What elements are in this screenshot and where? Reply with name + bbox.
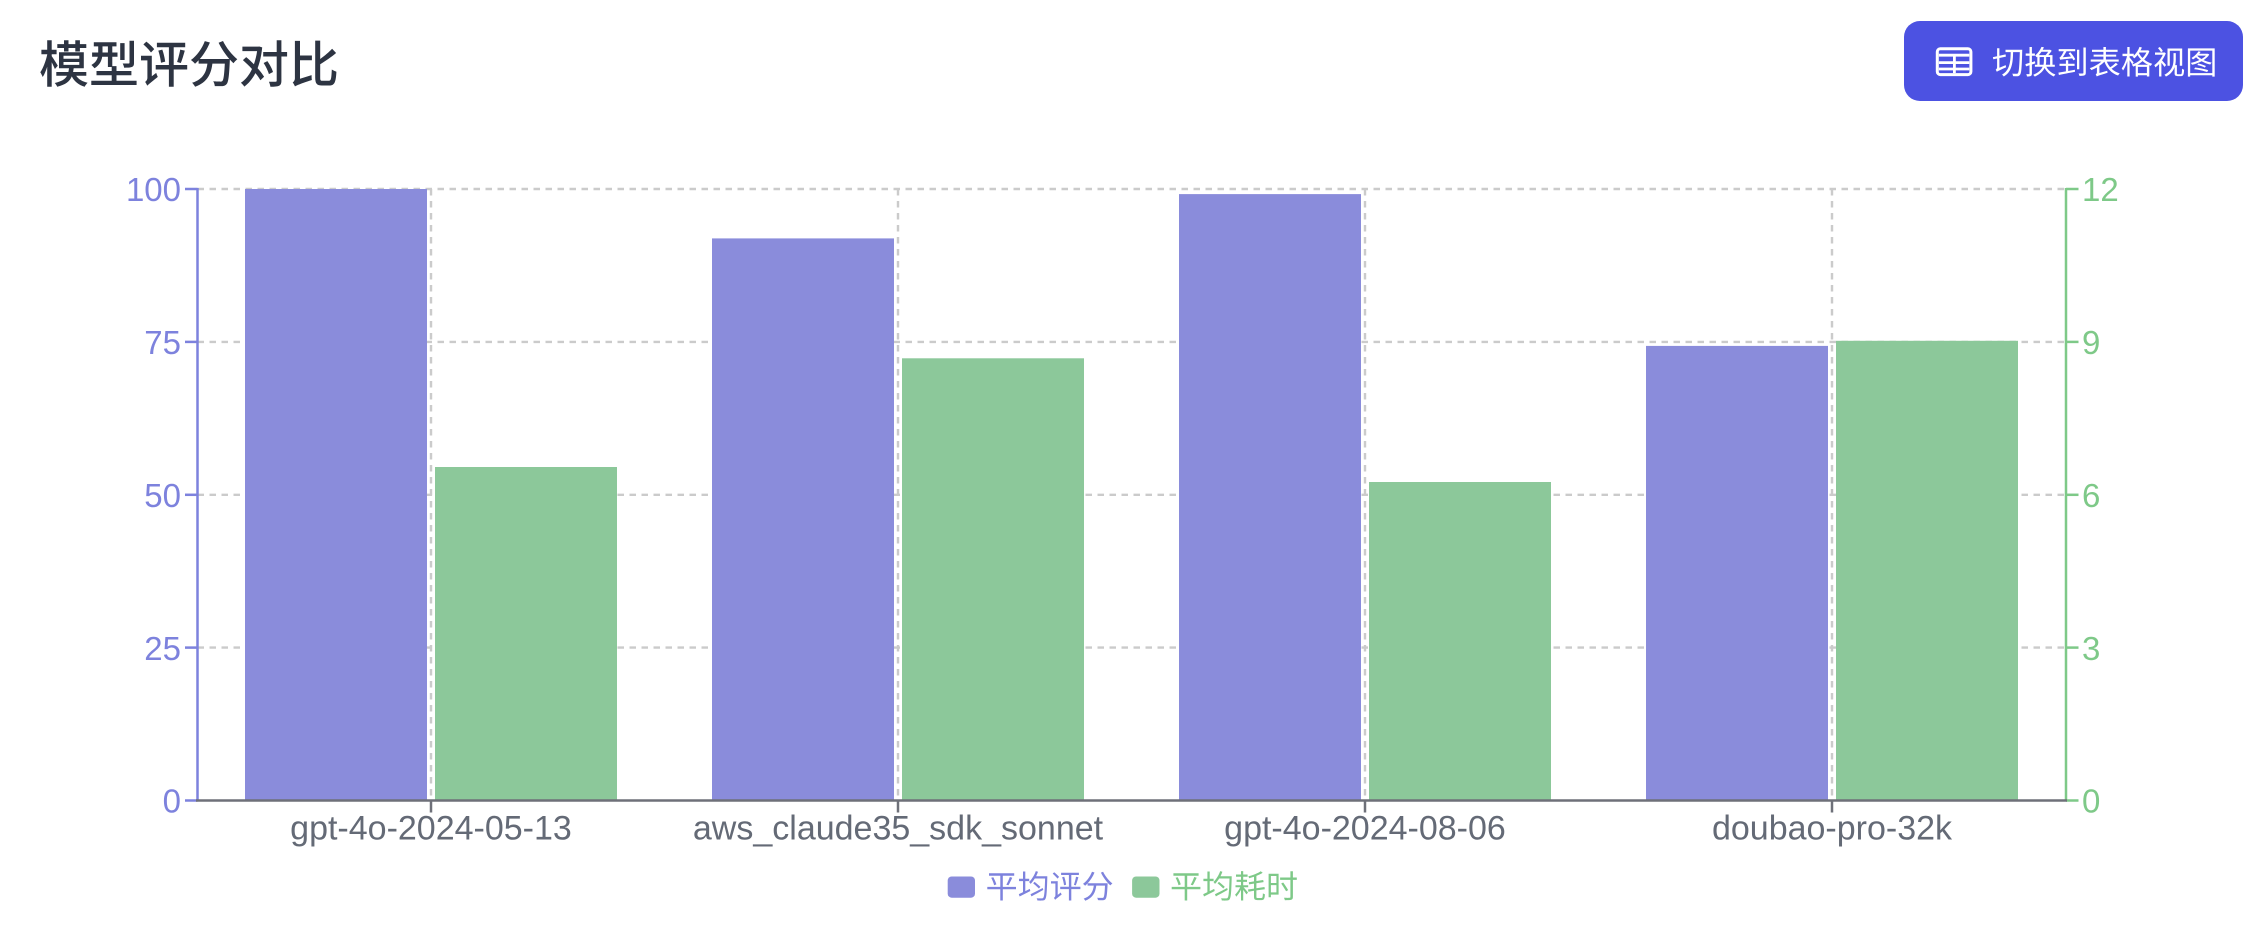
svg-text:0: 0 (163, 783, 181, 820)
svg-text:gpt-4o-2024-08-06: gpt-4o-2024-08-06 (1224, 810, 1506, 848)
svg-text:50: 50 (144, 477, 181, 514)
svg-text:9: 9 (2082, 324, 2100, 361)
svg-text:25: 25 (144, 630, 181, 667)
svg-text:3: 3 (2082, 630, 2100, 667)
svg-text:75: 75 (144, 324, 181, 361)
svg-text:gpt-4o-2024-05-13: gpt-4o-2024-05-13 (290, 810, 572, 848)
svg-text:aws_claude35_sdk_sonnet: aws_claude35_sdk_sonnet (693, 810, 1104, 848)
svg-text:12: 12 (2082, 171, 2119, 208)
svg-text:6: 6 (2082, 477, 2100, 514)
svg-text:doubao-pro-32k: doubao-pro-32k (1712, 810, 1953, 848)
svg-text:0: 0 (2082, 783, 2100, 820)
svg-text:100: 100 (126, 171, 181, 208)
